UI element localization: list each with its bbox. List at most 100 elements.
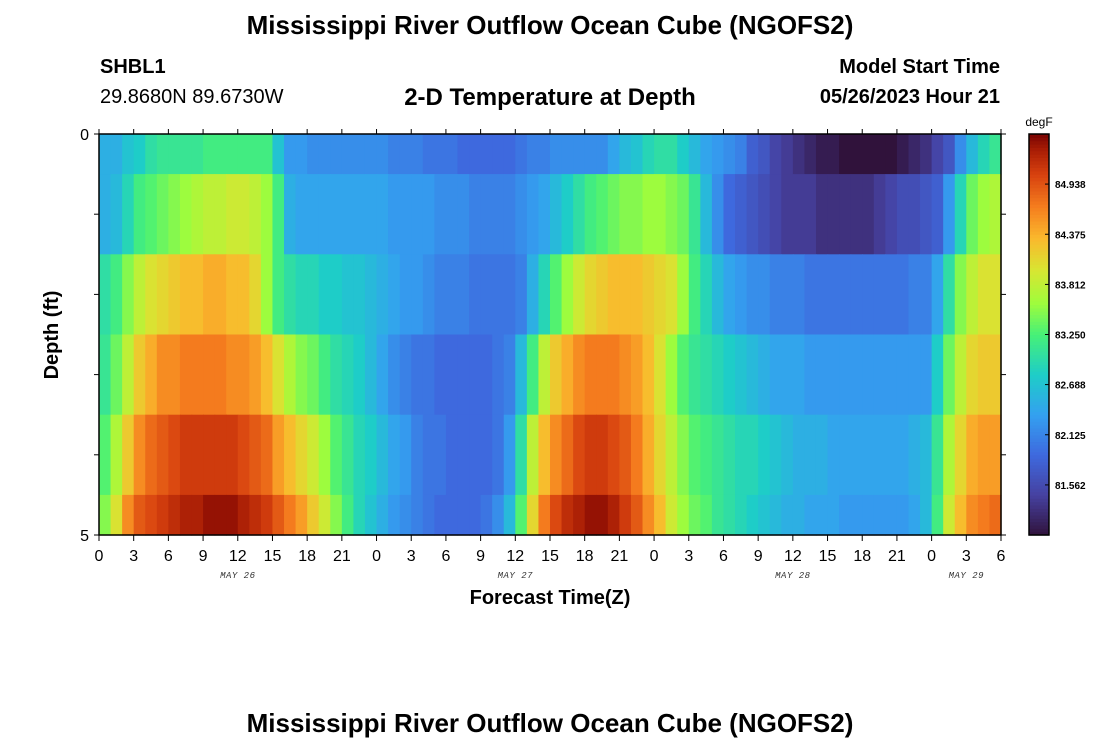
- colorbar-segment: [1029, 174, 1049, 179]
- station-id: SHBL1: [100, 56, 166, 78]
- colorbar-segment: [1029, 391, 1049, 396]
- heatmap-cell: [654, 134, 667, 175]
- colorbar-segment: [1029, 321, 1049, 326]
- heatmap-cell: [110, 494, 123, 536]
- heatmap-cell: [815, 334, 829, 416]
- heatmap-cell: [688, 334, 701, 416]
- heatmap-cell: [353, 494, 366, 536]
- heatmap-cell: [943, 494, 956, 536]
- heatmap-cell: [607, 134, 620, 175]
- heatmap-cell: [526, 334, 540, 416]
- heatmap-cell: [445, 174, 459, 255]
- heatmap-cell: [260, 494, 274, 536]
- heatmap-cell: [723, 414, 736, 496]
- heatmap-cell: [156, 134, 169, 175]
- colorbar-segment: [1029, 448, 1049, 453]
- colorbar-segment: [1029, 230, 1049, 235]
- colorbar-segment: [1029, 498, 1049, 503]
- heatmap-cell: [515, 494, 528, 536]
- heatmap-cell: [503, 334, 516, 416]
- heatmap-cell: [168, 254, 181, 336]
- heatmap-cell: [584, 174, 597, 255]
- heatmap-cell: [364, 254, 378, 336]
- heatmap-cell: [110, 174, 123, 255]
- colorbar-segment: [1029, 157, 1049, 162]
- x-tick-label: 0: [372, 548, 381, 565]
- heatmap-cell: [607, 494, 620, 536]
- heatmap-cell: [469, 334, 482, 416]
- x-tick-label: 3: [962, 548, 971, 565]
- colorbar-segment: [1029, 337, 1049, 342]
- heatmap-cell: [688, 414, 701, 496]
- heatmap-cell: [376, 414, 389, 496]
- heatmap-cell: [827, 134, 840, 175]
- x-tick-label: 3: [129, 548, 138, 565]
- heatmap-cell: [862, 254, 875, 336]
- colorbar-segment: [1029, 508, 1049, 513]
- heatmap-cell: [469, 414, 482, 496]
- heatmap-cell: [943, 254, 956, 336]
- colorbar-segment: [1029, 190, 1049, 195]
- heatmap-cell: [584, 134, 597, 175]
- heatmap-cell: [480, 494, 493, 536]
- heatmap-cell: [781, 414, 794, 496]
- x-tick-label: 18: [576, 548, 594, 565]
- heatmap-cell: [480, 334, 493, 416]
- heatmap-cell: [307, 334, 320, 416]
- model-start-label: Model Start Time: [839, 56, 1000, 78]
- colorbar-segment: [1029, 408, 1049, 412]
- colorbar-segment: [1029, 150, 1049, 155]
- colorbar-segment: [1029, 234, 1049, 239]
- heatmap-cell: [145, 254, 158, 336]
- heatmap-cell: [480, 414, 493, 496]
- colorbar-segment: [1029, 511, 1049, 516]
- heatmap-cell: [550, 494, 563, 536]
- x-axis: 0 3 6 9 12 15 18 21 0 3 6 9 12 15 18 21 0 3 6 9 12 15 18 21 0 3 6 M…: [95, 129, 1006, 581]
- heatmap-cell: [99, 174, 112, 255]
- heatmap-cell: [480, 174, 493, 255]
- heatmap-cell: [191, 134, 204, 175]
- heatmap-cell: [214, 494, 227, 536]
- heatmap-cell: [422, 134, 435, 175]
- heatmap-cell: [596, 334, 609, 416]
- colorbar-segment: [1029, 187, 1049, 192]
- heatmap-cell: [388, 334, 401, 416]
- heatmap-cell: [792, 494, 806, 536]
- heatmap-cell: [550, 334, 563, 416]
- heatmap-cell: [179, 334, 193, 416]
- colorbar-segment: [1029, 297, 1049, 302]
- colorbar-segment: [1029, 154, 1049, 158]
- heatmap-cell: [272, 414, 285, 496]
- x-tick-label: 18: [298, 548, 316, 565]
- heatmap-cell: [561, 334, 574, 416]
- heatmap-cell: [943, 334, 956, 416]
- colorbar-segment: [1029, 354, 1049, 359]
- heatmap-cell: [307, 174, 320, 255]
- colorbar-segment: [1029, 428, 1049, 433]
- colorbar-segment: [1029, 250, 1049, 255]
- heatmap-cell: [364, 334, 378, 416]
- heatmap-cell: [862, 414, 875, 496]
- heatmap-cell: [445, 414, 459, 496]
- heatmap-cell: [330, 134, 343, 175]
- heatmap-cell: [943, 174, 956, 255]
- heatmap-cell: [561, 134, 574, 175]
- colorbar-segment: [1029, 381, 1049, 386]
- heatmap-cell: [515, 174, 528, 255]
- colorbar-segment: [1029, 371, 1049, 376]
- heatmap-cell: [943, 414, 956, 496]
- heatmap-cell: [145, 174, 158, 255]
- heatmap-cell: [226, 494, 239, 536]
- heatmap-cell: [677, 494, 690, 536]
- colorbar-segment: [1029, 361, 1049, 366]
- heatmap-cell: [422, 414, 435, 496]
- colorbar-segment: [1029, 454, 1049, 459]
- colorbar-segment: [1029, 377, 1049, 382]
- colorbar-segment: [1029, 518, 1049, 523]
- heatmap-cell: [364, 494, 378, 536]
- colorbar-segment: [1029, 434, 1049, 439]
- heatmap-cell: [908, 134, 921, 175]
- colorbar-segment: [1029, 200, 1049, 205]
- heatmap-cell: [341, 414, 355, 496]
- heatmap-cell: [735, 134, 748, 175]
